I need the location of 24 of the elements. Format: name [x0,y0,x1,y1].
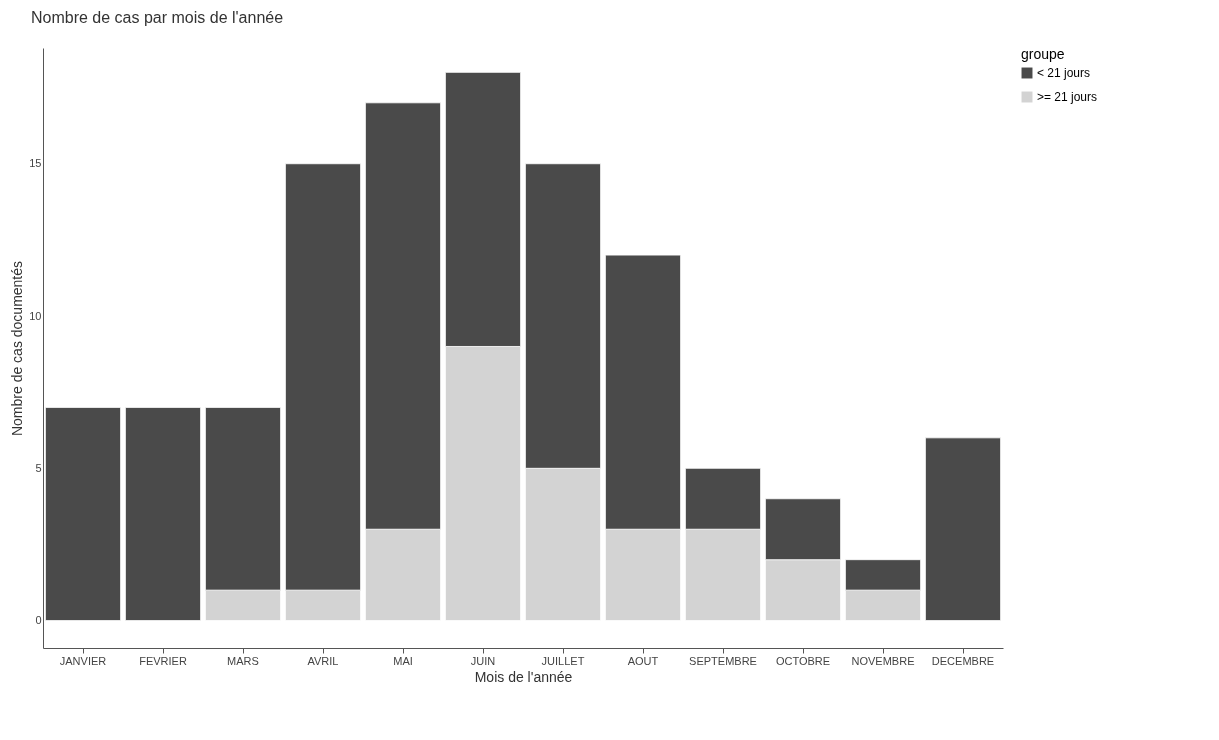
x-tick-label: AOUT [627,654,659,667]
y-axis-title: Nombre de cas documentés [9,260,26,437]
bar [125,406,201,621]
x-tick-label: AVRIL [307,654,339,667]
y-tick-label: 15 [29,157,42,170]
y-tick-label: 10 [29,309,42,322]
x-tick-label: JUIN [470,654,496,667]
x-tick-label: MAI [393,654,413,667]
y-tick-label: 5 [35,461,42,474]
x-tick-label: MARS [227,654,259,667]
bar [925,437,1001,621]
x-tick-label: SEPTEMBRE [689,654,757,667]
legend-label: < 21 jours [1037,66,1091,80]
x-tick-label: NOVEMBRE [851,654,915,667]
x-tick-label: FEVRIER [139,654,187,667]
x-tick-label: DECEMBRE [931,654,995,667]
y-tick-label: 0 [35,614,42,627]
x-tick-label: OCTOBRE [775,654,831,667]
x-axis-title: Mois de l'année [474,668,573,685]
legend-title: groupe [1021,46,1065,62]
chart-title: Nombre de cas par mois de l'année [31,9,284,26]
legend-label: >= 21 jours [1037,90,1098,104]
x-tick-label: JUILLET [541,654,585,667]
x-tick-label: JANVIER [59,654,107,667]
